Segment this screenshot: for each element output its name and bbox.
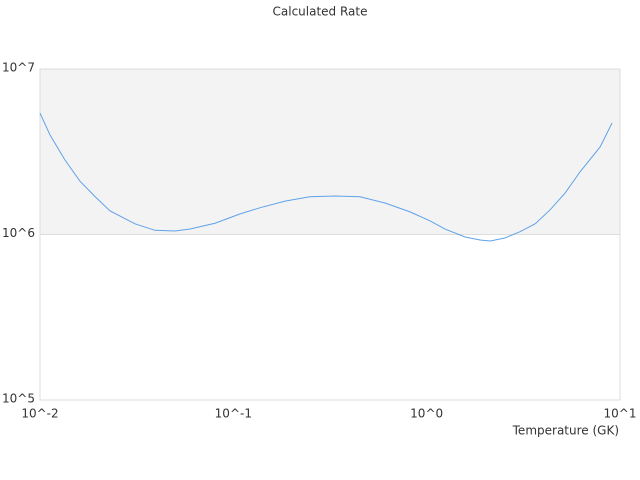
chart-title: Calculated Rate [273,5,368,19]
x-tick-label: 10^1 [604,407,637,421]
x-tick-label: 10^0 [410,407,443,421]
y-tick-label: 10^5 [2,392,35,406]
grid-band [40,69,620,235]
y-tick-label: 10^7 [2,61,35,75]
x-tick-label: 10^-1 [215,407,252,421]
x-tick-label: 10^-2 [21,407,58,421]
x-axis-label: Temperature (GK) [512,424,619,438]
y-tick-label: 10^6 [2,226,35,240]
plot-frame [39,68,621,401]
line-series [39,112,613,242]
